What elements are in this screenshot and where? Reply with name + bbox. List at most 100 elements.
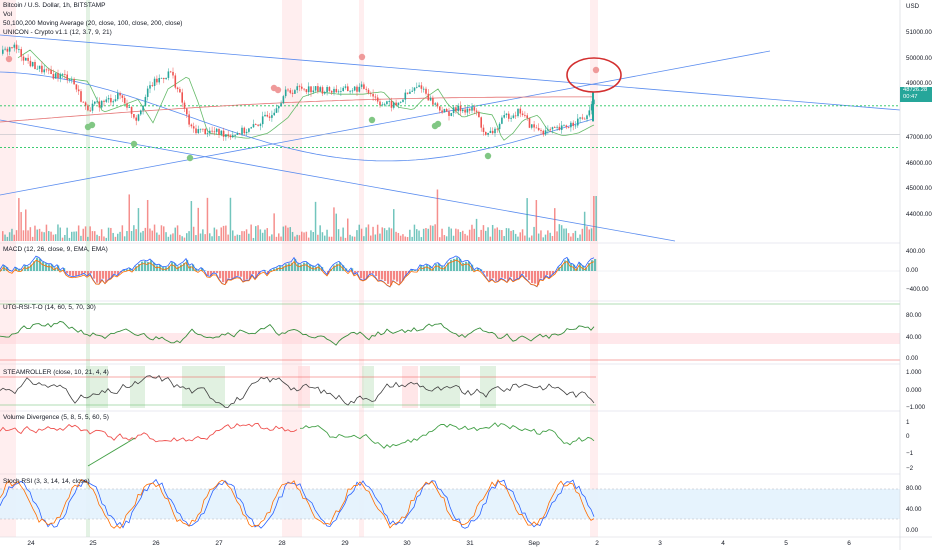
candle-body xyxy=(209,130,211,134)
candle-body xyxy=(199,128,202,130)
macd-histogram-bar xyxy=(516,271,519,279)
volume-bar xyxy=(68,237,71,241)
candle-body xyxy=(478,111,480,118)
candle-body xyxy=(158,77,160,83)
candle-body xyxy=(215,128,218,132)
volume-bar xyxy=(439,237,441,241)
trendlines[interactable] xyxy=(0,34,901,242)
macd-histogram-bar xyxy=(474,269,477,271)
candle-body xyxy=(560,125,563,130)
volume-bar xyxy=(344,237,347,241)
volume-bar xyxy=(82,228,84,241)
volume-bar xyxy=(462,230,464,241)
candle-body xyxy=(156,78,158,83)
candle-body xyxy=(514,115,517,117)
volume-bar xyxy=(190,201,193,241)
candle-body xyxy=(11,47,13,48)
candle-body xyxy=(57,73,59,79)
candle-body xyxy=(119,93,121,96)
volume-bar xyxy=(441,228,443,241)
ma-20 xyxy=(17,49,595,141)
volume-divergence-panel xyxy=(0,422,595,467)
macd-histogram-bar xyxy=(537,271,540,286)
candle-body xyxy=(374,96,377,98)
macd-histogram-bar xyxy=(126,269,129,271)
symbol-title: Bitcoin / U.S. Dollar, 1h, BITSTAMP xyxy=(3,2,106,9)
candle-body xyxy=(128,107,131,108)
volume-bar xyxy=(558,224,561,241)
volume-bar xyxy=(119,231,121,241)
candle-body xyxy=(537,127,540,131)
volume-bar xyxy=(379,233,381,241)
volume-bar xyxy=(367,224,370,241)
candle-body xyxy=(112,101,114,103)
volume-bar xyxy=(416,229,418,241)
candle-body xyxy=(149,85,151,89)
volume-bar xyxy=(459,231,462,241)
macd-histogram-bar xyxy=(564,260,567,271)
candle-body xyxy=(312,90,315,93)
macd-histogram-bar xyxy=(264,270,267,271)
vol-legend: Vol xyxy=(3,11,13,18)
stoch-band xyxy=(0,489,900,519)
volume-bar xyxy=(179,234,181,241)
volume-bar xyxy=(103,236,105,241)
macd-histogram-bar xyxy=(387,271,390,284)
volume-bar xyxy=(75,231,78,241)
macd-histogram-bar xyxy=(399,271,402,284)
volume-bar xyxy=(278,233,280,241)
candle-body xyxy=(450,113,453,116)
macd-histogram-bar xyxy=(543,271,546,280)
volume-bar xyxy=(570,236,572,241)
macd-histogram-bar xyxy=(423,266,426,271)
candle-body xyxy=(328,87,331,91)
macd-histogram-bar xyxy=(546,271,549,276)
macd-histogram-bar xyxy=(66,271,69,274)
volume-bar xyxy=(494,228,496,241)
volume-bar xyxy=(468,229,471,241)
candle-body xyxy=(344,86,347,88)
macd-title: MACD (12, 26, close, 9, EMA, EMA) xyxy=(3,246,108,253)
macd-histogram-bar xyxy=(444,266,447,271)
volume-bar xyxy=(551,236,554,241)
volume-bar xyxy=(135,229,137,241)
macd-histogram-bar xyxy=(180,264,183,271)
macd-histogram-bar xyxy=(411,269,414,271)
candle-body xyxy=(535,127,538,129)
candlesticks[interactable] xyxy=(2,40,595,141)
volume-bar xyxy=(448,226,450,241)
candle-body xyxy=(89,110,91,112)
volume-bar xyxy=(222,225,225,241)
candle-body xyxy=(261,116,264,125)
candle-body xyxy=(464,109,466,113)
candle-body xyxy=(220,130,223,135)
macd-histogram-bar xyxy=(228,271,231,279)
volume-bar xyxy=(220,227,222,241)
volume-bar xyxy=(482,225,485,241)
candle-body xyxy=(284,89,287,97)
macd-histogram-bar xyxy=(300,264,303,271)
volume-bar xyxy=(245,229,248,241)
volume-bar xyxy=(353,236,356,241)
volume-bar xyxy=(255,226,257,241)
candle-body xyxy=(45,69,48,71)
candle-body xyxy=(305,89,308,93)
price-tick: 47000.00 xyxy=(906,134,932,141)
candle-body xyxy=(241,127,243,135)
volume-bar xyxy=(455,228,457,241)
candle-body xyxy=(367,89,370,94)
macd-histogram-bar xyxy=(501,271,504,278)
candle-body xyxy=(296,86,298,91)
volume-bar xyxy=(57,224,59,241)
volume-bar xyxy=(370,235,372,241)
candle-body xyxy=(498,123,501,130)
candle-body xyxy=(20,49,22,57)
volume-bar xyxy=(195,235,197,241)
candle-body xyxy=(494,128,496,134)
volume-bar xyxy=(425,228,427,241)
volume-bar xyxy=(574,230,577,241)
candle-body xyxy=(64,74,66,76)
macd-histogram-bar xyxy=(75,271,78,276)
candle-body xyxy=(457,105,459,112)
